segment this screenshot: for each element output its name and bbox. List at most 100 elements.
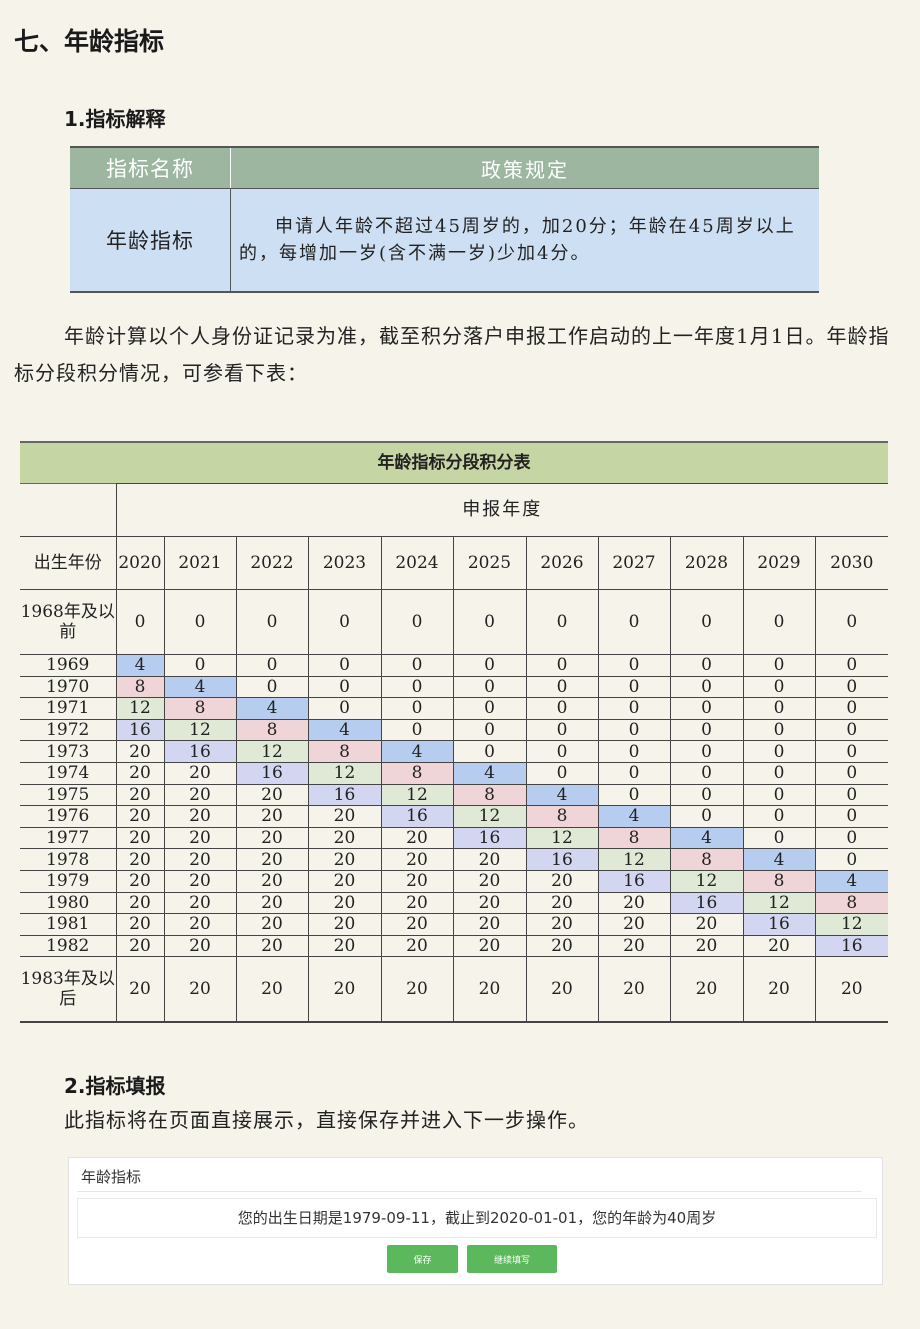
score-value-cell: 20 xyxy=(669,956,744,1024)
score-value-cell: 20 xyxy=(814,956,889,1024)
score-row: 1976 20 20 20 20 16 12 8 4 0 0 0 xyxy=(20,805,889,828)
score-row-label: 1982 xyxy=(20,934,117,958)
score-value-cell: 0 xyxy=(525,740,599,763)
score-value-cell: 0 xyxy=(525,589,599,655)
score-value-cell: 0 xyxy=(669,697,744,720)
score-value-cell: 20 xyxy=(235,826,309,850)
score-row-label: 1971 xyxy=(20,697,117,720)
score-year-cell: 2028 xyxy=(669,536,744,590)
score-value-cell: 4 xyxy=(235,697,309,720)
score-value-cell: 0 xyxy=(742,826,816,850)
save-button[interactable]: 保存 xyxy=(387,1245,458,1273)
score-value-cell: 20 xyxy=(452,891,527,915)
score-value-cell: 0 xyxy=(452,740,527,763)
score-value-cell: 4 xyxy=(742,848,816,871)
score-row: 1971 12 8 4 0 0 0 0 0 0 0 0 xyxy=(20,697,889,720)
score-value-cell: 20 xyxy=(452,848,527,871)
score-value-cell: 20 xyxy=(115,826,165,850)
policy-rule-text: 申请人年龄不超过45周岁的，加20分；年龄在45周岁以上的，每增加一岁(含不满一… xyxy=(230,188,819,293)
score-row-label: 1975 xyxy=(20,783,117,807)
score-value-cell: 20 xyxy=(115,869,165,893)
score-value-cell: 0 xyxy=(597,761,671,785)
score-value-cell: 20 xyxy=(307,805,382,828)
score-value-cell: 0 xyxy=(814,697,889,720)
score-value-cell: 0 xyxy=(163,589,237,655)
score-header-row-top: 申报年度 xyxy=(20,483,889,537)
score-value-cell: 12 xyxy=(307,761,382,785)
score-corner-label: 出生年份 xyxy=(20,536,117,590)
score-value-cell: 0 xyxy=(452,589,527,655)
score-value-cell: 20 xyxy=(163,783,237,807)
age-calculation-paragraph: 年龄计算以个人身份证记录为准，截至积分落户申报工作启动的上一年度1月1日。年龄指… xyxy=(14,324,890,385)
score-value-cell: 16 xyxy=(380,805,454,828)
score-value-cell: 20 xyxy=(235,891,309,915)
score-value-cell: 0 xyxy=(597,654,671,677)
score-corner-empty xyxy=(20,483,117,537)
score-value-cell: 20 xyxy=(742,934,816,958)
score-value-cell: 0 xyxy=(525,697,599,720)
score-value-cell: 0 xyxy=(597,740,671,763)
score-row: 1982 20 20 20 20 20 20 20 20 20 20 16 xyxy=(20,934,889,958)
score-value-cell: 20 xyxy=(163,913,237,936)
policy-indicator-name: 年龄指标 xyxy=(70,188,231,293)
score-value-cell: 20 xyxy=(115,848,165,871)
score-value-cell: 20 xyxy=(163,956,237,1024)
score-value-cell: 12 xyxy=(452,805,527,828)
score-value-cell: 8 xyxy=(742,869,816,893)
score-row: 1972 16 12 8 4 0 0 0 0 0 0 0 xyxy=(20,718,889,742)
score-value-cell: 0 xyxy=(525,654,599,677)
score-value-cell: 0 xyxy=(597,589,671,655)
score-value-cell: 16 xyxy=(597,869,671,893)
score-value-cell: 20 xyxy=(307,913,382,936)
score-value-cell: 4 xyxy=(452,761,527,785)
score-value-cell: 20 xyxy=(163,848,237,871)
score-value-cell: 0 xyxy=(814,718,889,742)
score-value-cell: 20 xyxy=(525,869,599,893)
score-value-cell: 20 xyxy=(452,913,527,936)
score-value-cell: 0 xyxy=(814,783,889,807)
score-value-cell: 20 xyxy=(380,848,454,871)
score-value-cell: 8 xyxy=(163,697,237,720)
score-row-label: 1981 xyxy=(20,913,117,936)
score-value-cell: 8 xyxy=(525,805,599,828)
score-value-cell: 0 xyxy=(163,654,237,677)
score-value-cell: 16 xyxy=(669,891,744,915)
score-value-cell: 0 xyxy=(307,675,382,699)
score-row-label: 1980 xyxy=(20,891,117,915)
fill-instruction-text: 此指标将在页面直接展示，直接保存并进入下一步操作。 xyxy=(64,1108,589,1132)
score-value-cell: 20 xyxy=(115,934,165,958)
score-row: 1974 20 20 16 12 8 4 0 0 0 0 0 xyxy=(20,761,889,785)
score-value-cell: 0 xyxy=(814,654,889,677)
score-value-cell: 4 xyxy=(669,826,744,850)
score-value-cell: 12 xyxy=(163,718,237,742)
score-value-cell: 0 xyxy=(814,826,889,850)
score-value-cell: 0 xyxy=(742,589,816,655)
score-year-header: 申报年度 xyxy=(115,483,889,537)
score-value-cell: 0 xyxy=(380,697,454,720)
score-value-cell: 0 xyxy=(235,675,309,699)
score-row-label: 1978 xyxy=(20,848,117,871)
score-value-cell: 12 xyxy=(525,826,599,850)
score-row: 1983年及以后 20 20 20 20 20 20 20 20 20 20 20 xyxy=(20,956,889,1024)
score-value-cell: 4 xyxy=(814,869,889,893)
score-value-cell: 20 xyxy=(115,956,165,1024)
continue-button[interactable]: 继续填写 xyxy=(467,1245,557,1273)
score-value-cell: 0 xyxy=(742,697,816,720)
score-value-cell: 0 xyxy=(380,589,454,655)
score-row: 1980 20 20 20 20 20 20 20 20 16 12 8 xyxy=(20,891,889,915)
score-value-cell: 0 xyxy=(307,697,382,720)
score-value-cell: 20 xyxy=(452,869,527,893)
score-value-cell: 0 xyxy=(669,589,744,655)
score-year-cell: 2023 xyxy=(307,536,382,590)
score-value-cell: 0 xyxy=(814,761,889,785)
score-value-cell: 20 xyxy=(742,956,816,1024)
score-value-cell: 0 xyxy=(307,589,382,655)
policy-header-rule: 政策规定 xyxy=(230,146,819,189)
score-value-cell: 4 xyxy=(163,675,237,699)
score-value-cell: 0 xyxy=(597,718,671,742)
score-value-cell: 20 xyxy=(597,913,671,936)
score-value-cell: 0 xyxy=(115,589,165,655)
score-value-cell: 12 xyxy=(380,783,454,807)
score-value-cell: 16 xyxy=(525,848,599,871)
score-value-cell: 0 xyxy=(525,718,599,742)
